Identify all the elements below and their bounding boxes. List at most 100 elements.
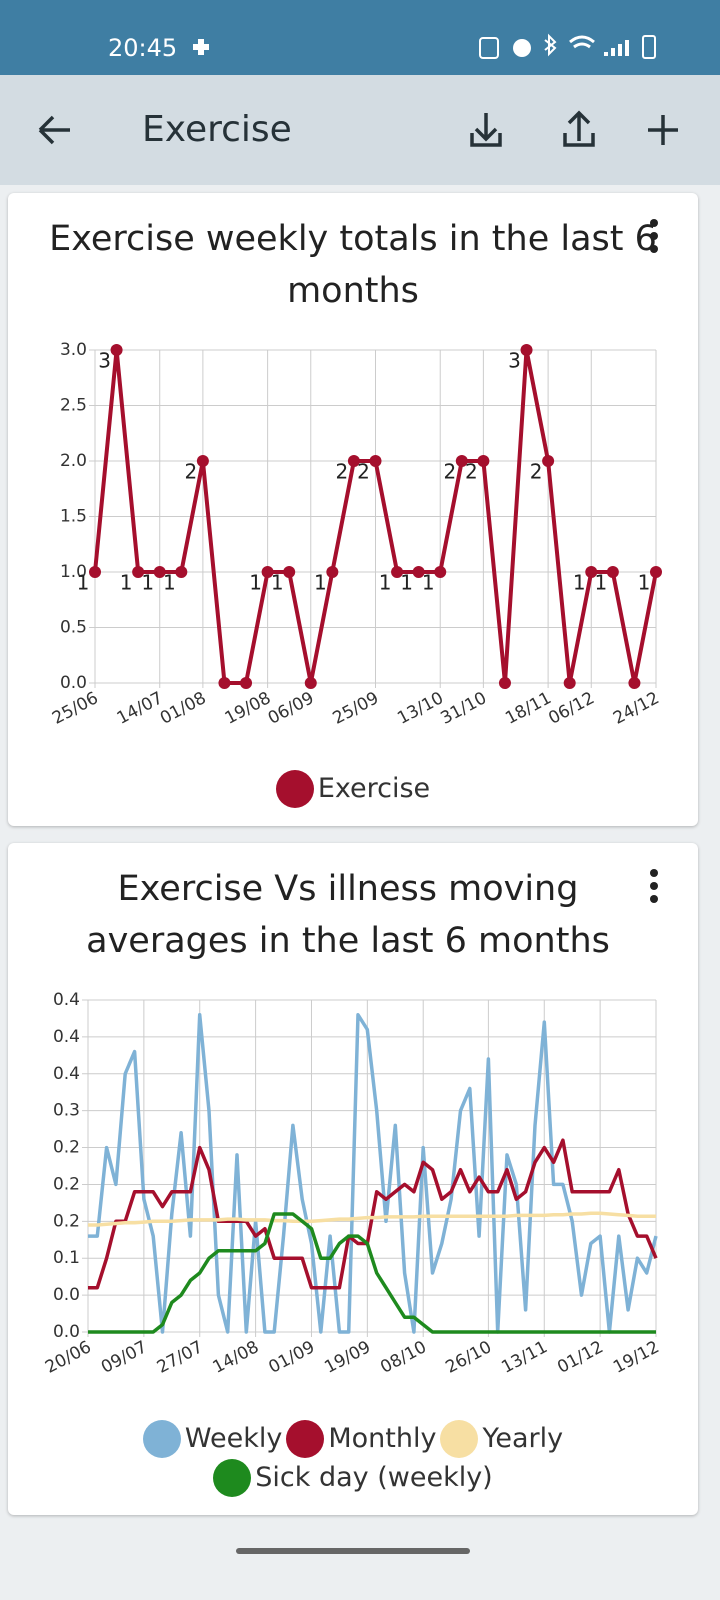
menu-dot [650,895,658,903]
data-point [455,455,468,467]
data-label: 1 [638,571,651,595]
x-tick-label: 19/08 [222,688,275,729]
bluetooth-icon [544,33,557,57]
x-tick-label: 14/08 [210,1337,263,1378]
data-point [585,566,598,578]
add-button[interactable] [648,115,678,145]
y-tick-label: 1.0 [60,562,87,582]
y-tick-label: 0.1 [53,1248,80,1268]
y-tick-label: 0.4 [53,1064,80,1084]
y-tick-label: 0.5 [60,618,87,638]
data-point [498,677,511,689]
menu-dot [650,882,658,890]
x-tick-label: 14/07 [114,688,167,729]
data-label: 2 [530,460,543,484]
y-tick-label: 0.2 [53,1138,80,1158]
chart-card: 0.0 0.5 1.0 1.5 2.0 2.5 3.0 25/06 14/07 01/08 19/0… [8,193,698,826]
y-tick-label: 0.0 [60,673,87,693]
download-button[interactable] [470,113,502,147]
legend-swatch [275,769,314,808]
legend: Weekly Monthly Yearly Sick day (weekly) [118,1419,588,1497]
legend-swatch [213,1458,252,1497]
data-point [196,455,209,467]
chart-card: 0.0 0.0 0.1 0.2 0.2 0.2 0.3 0.4 0.4 0.4 20/06 09/07… [8,843,698,1515]
share-button[interactable] [563,110,595,147]
menu-dot [650,219,658,227]
series-line [88,1211,656,1227]
alarm-icon [513,39,531,57]
chart-title: Exercise weekly totals in the last 6 mon… [49,219,657,311]
legend-label: Monthly [328,1423,437,1454]
legend-item[interactable]: Weekly [142,1419,283,1458]
y-tick-label: 2.5 [60,396,87,416]
legend-item[interactable]: Exercise [275,769,430,808]
legend-item[interactable]: Yearly [440,1419,563,1458]
data-label: 3 [508,349,521,373]
data-point [434,566,447,578]
clock: 20:45 [108,34,178,62]
y-tick-label: 0.0 [53,1322,80,1342]
app-bar: Exercise [0,75,720,185]
data-label: 1 [271,571,284,595]
data-point [89,566,101,578]
status-bar: 20:45 [0,0,720,75]
x-tick-label: 13/10 [394,688,447,729]
data-point [650,566,662,578]
x-tick-label: 25/06 [49,688,102,729]
legend-item[interactable]: Sick day (weekly) [213,1458,493,1497]
y-tick-label: 0.3 [53,1101,80,1121]
data-label: 2 [443,460,456,484]
data-point [175,566,188,578]
x-tick-label: 01/09 [266,1337,319,1378]
x-tick-label: 13/11 [498,1337,551,1378]
legend-label: Sick day (weekly) [255,1462,493,1493]
screen-title: Exercise [142,109,292,150]
chart: 0.0 0.0 0.1 0.2 0.2 0.2 0.3 0.4 0.4 0.4 20/06 09/07… [42,869,663,1378]
data-label: 2 [336,460,349,484]
menu-dot [650,245,658,253]
gesture-bar [236,1548,470,1554]
legend-swatch [142,1419,181,1458]
data-point [218,677,231,689]
data-label: 1 [314,571,327,595]
x-tick-label: 01/08 [157,688,210,729]
data-label: 1 [163,571,176,595]
legend-swatch [286,1419,325,1458]
x-tick-label: 19/09 [321,1337,374,1378]
data-label: 2 [357,460,370,484]
x-tick-label: 18/11 [502,688,555,729]
data-point [132,566,145,578]
data-label: 1 [573,571,586,595]
legend-item[interactable]: Monthly [286,1419,436,1458]
data-label: 2 [465,460,478,484]
chart-title: Exercise Vs illness moving averages in t… [86,869,610,961]
x-tick-label: 01/12 [554,1337,607,1378]
data-label: 1 [422,571,435,595]
y-tick-label: 3.0 [60,340,87,360]
y-tick-label: 1.5 [60,507,87,527]
legend-label: Weekly [184,1423,283,1454]
data-point [347,455,360,467]
x-tick-label: 24/12 [610,688,663,729]
data-point [240,677,253,689]
data-point [261,566,274,578]
medical-icon [193,39,209,55]
y-tick-label: 0.4 [53,990,80,1010]
x-tick-label: 06/09 [265,688,318,729]
data-label: 1 [594,571,607,595]
data-point [110,344,123,356]
data-point [606,566,619,578]
series-line [88,1212,656,1334]
back-button[interactable] [38,115,70,145]
data-label: 1 [249,571,262,595]
x-tick-label: 09/07 [98,1337,151,1378]
menu-dot [650,232,658,240]
data-point [477,455,490,467]
data-point [520,344,533,356]
data-label: 1 [379,571,392,595]
legend: Exercise [103,769,603,808]
data-label: 1 [120,571,133,595]
data-point [326,566,339,578]
x-tick-label: 19/12 [610,1337,663,1378]
battery-icon [642,35,656,59]
